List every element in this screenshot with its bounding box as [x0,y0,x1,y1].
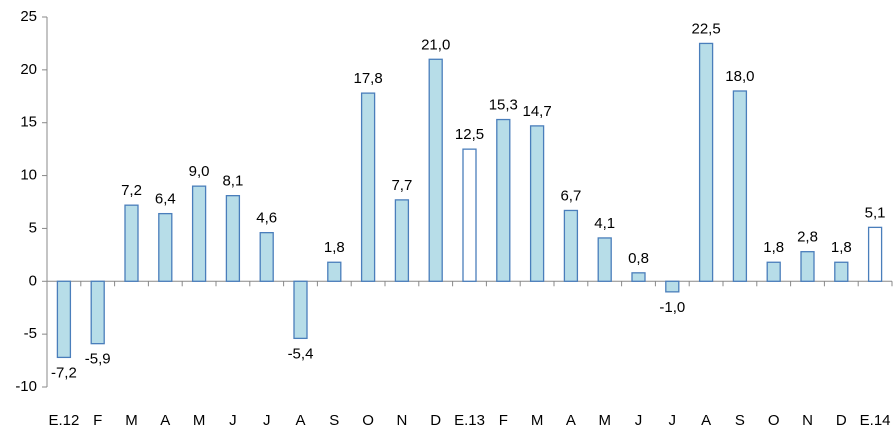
bar [225,195,241,282]
x-tick-label: D [430,412,441,429]
data-label: 7,2 [121,182,142,199]
data-label: 1,8 [324,239,345,256]
y-tick-label: -5 [24,325,37,342]
data-label: 21,0 [421,36,450,53]
x-tick-label: O [768,412,780,429]
data-label: 1,8 [763,239,784,256]
x-tick-label: M [125,412,138,429]
bar [496,118,511,282]
x-tick-label: M [193,412,206,429]
bar [293,280,308,340]
data-label: 7,7 [391,177,412,194]
x-tick-label: F [93,412,102,429]
data-label: 5,1 [865,204,886,221]
data-label: -5,9 [85,351,111,368]
data-label: 22,5 [691,20,720,37]
y-tick-label: 20 [20,61,37,78]
bar [428,58,443,282]
x-tick-label: M [531,412,544,429]
x-tick-label: S [329,412,339,429]
data-label: 17,8 [353,70,382,87]
bar [394,199,410,282]
x-tick-label: J [669,412,677,429]
x-tick-label: N [396,412,407,429]
x-tick-label: S [735,412,745,429]
bar [259,232,274,282]
data-label: -1,0 [659,299,685,316]
x-tick-label: A [160,412,170,429]
x-tick-label: E.13 [454,412,485,429]
bar [327,261,342,282]
bar [834,261,849,282]
bar [360,92,376,282]
x-tick-label: D [836,412,847,429]
bar [563,209,579,282]
data-label: 4,1 [594,215,615,232]
x-tick-label: J [229,412,237,429]
data-label: 1,8 [831,239,852,256]
bar [191,185,207,282]
data-label: 18,0 [725,68,754,85]
x-tick-label: O [362,412,374,429]
data-label: 8,1 [222,173,243,190]
x-tick-label: M [598,412,611,429]
data-label: 6,4 [155,191,176,208]
data-label: 14,7 [522,103,551,120]
x-tick-label: E.12 [48,412,79,429]
bar [124,204,139,282]
x-tick-label: F [499,412,508,429]
bar [631,272,646,282]
bar [867,226,883,282]
data-label: 9,0 [189,163,210,180]
bar [56,280,72,359]
bar [462,148,477,282]
data-label: 4,6 [256,210,277,227]
bar [529,125,545,282]
x-tick-label: A [566,412,576,429]
data-label: 6,7 [560,187,581,204]
data-label: -7,2 [51,364,77,381]
y-tick-label: 15 [20,114,37,131]
x-tick-label: E.14 [860,412,891,429]
y-tick-label: -10 [15,378,37,395]
y-tick-label: 0 [29,272,37,289]
bar [766,261,781,282]
x-tick-label: J [635,412,643,429]
y-tick-label: 25 [20,8,37,25]
x-tick-label: N [802,412,813,429]
bar [665,280,680,293]
data-label: 15,3 [489,97,518,114]
data-label: -5,4 [288,345,314,362]
data-label: 0,8 [628,250,649,267]
bar [597,237,612,282]
y-tick-label: 5 [29,219,37,236]
data-label: 12,5 [455,126,484,143]
x-tick-label: A [295,412,305,429]
bar [90,280,105,345]
bar [732,90,748,282]
bar [800,251,815,282]
x-tick-label: A [701,412,711,429]
bar [698,42,714,282]
y-tick-label: 10 [20,167,37,184]
data-label: 2,8 [797,229,818,246]
x-tick-label: J [263,412,271,429]
bar [158,212,173,282]
